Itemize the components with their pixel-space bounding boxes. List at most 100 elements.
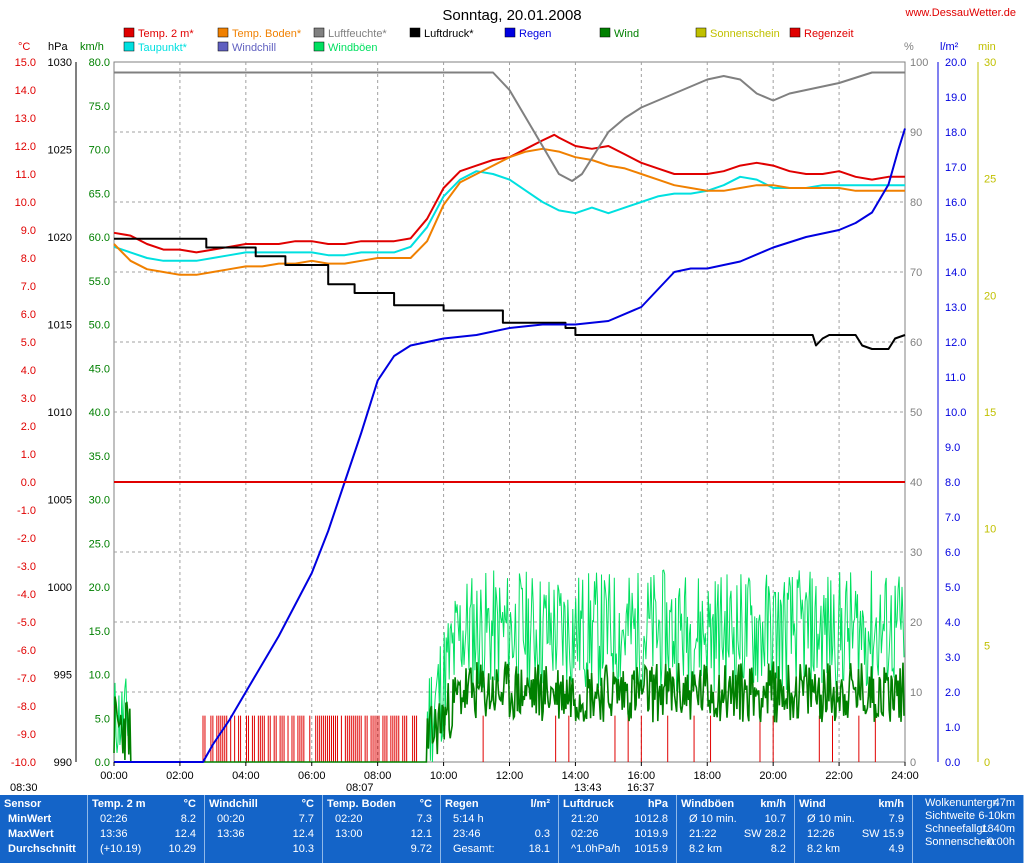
legend: Temp. 2 m* Temp. Boden* Luftfeuchte* Luftdr… [123,27,854,54]
stats-header: Temp. Boden °C [327,797,436,812]
tick-label-sun: 15 [984,407,996,419]
dawn-time: 08:30 [10,782,38,794]
tick-label-temp: -9.0 [17,729,36,741]
tick-label-pressure: 1020 [48,232,72,244]
legend-swatch [695,27,707,38]
unit-sun: min [978,41,996,53]
stats-unit: °C [183,798,196,810]
tick-label-temp: 12.0 [15,141,36,153]
legend-entry: Windchill [232,42,276,54]
chart-title: Sonntag, 20.01.2008 [442,7,581,24]
x-tick-label: 08:00 [364,770,392,782]
x-tick-label: 10:00 [430,770,458,782]
stats-header: Sensor [4,797,83,812]
tick-label-rain: 18.0 [945,127,966,139]
noon-time: 13:43 [574,782,602,794]
tick-label-pressure: 990 [54,757,72,769]
sunset-time: 16:37 [627,782,655,794]
stats-value: 10.7 [764,813,786,825]
stats-row: 02:26 8.2 [92,812,200,827]
stats-value: 1012.8 [634,813,668,825]
tick-label-temp: 5.0 [21,337,36,349]
statistics-table: Sensor MinWert MaxWert Durchschnitt Temp. 2 … [0,795,1024,863]
legend-entry: Windböen [328,42,378,54]
stats-label: 13:36 [217,828,245,840]
stats-row: 9.72 [327,842,436,857]
tick-label-humidity: 90 [910,127,922,139]
stats-label: MinWert [8,813,52,825]
tick-label-temp: -7.0 [17,673,36,685]
legend-swatch [789,27,801,38]
stats-label: 21:22 [689,828,717,840]
x-tick-label: 04:00 [232,770,260,782]
tick-label-rain: 0.0 [945,757,960,769]
tick-label-temp: -2.0 [17,533,36,545]
stats-header: Wind km/h [799,797,908,812]
legend-swatch [504,27,516,38]
tick-label-rain: 15.0 [945,232,966,244]
stats-unit: °C [419,798,432,810]
tick-label-pressure: 995 [54,670,72,682]
tick-label-pressure: 1010 [48,407,72,419]
tick-label-sun: 0 [984,757,990,769]
stats-label: ^1.0hPa/h [571,843,621,855]
tick-label-temp: -8.0 [17,701,36,713]
tick-label-rain: 10.0 [945,407,966,419]
stats-row: Sonnenschein 0:00h [917,836,1019,849]
tick-label-wind: 65.0 [89,188,110,200]
stats-header: Luftdruck hPa [563,797,672,812]
tick-label-sun: 20 [984,290,996,302]
stats-label: Ø 10 min. [807,813,855,825]
tick-label-wind: 70.0 [89,145,110,157]
stats-label: 12:26 [807,828,835,840]
tick-label-temp: 7.0 [21,281,36,293]
tick-label-temp: 10.0 [15,197,36,209]
legend-entry: Sonnenschein [710,28,780,40]
series-line-1 [113,170,905,262]
tick-label-wind: 15.0 [89,626,110,638]
axes: 15.0 14.0 13.0 12.0 11.0 10.0 9.0 8.0 7.0 6.0 5.0 4… [11,57,996,782]
tick-label-sun: 10 [984,524,996,536]
stats-value: 10.29 [168,843,196,855]
tick-label-temp: 3.0 [21,393,36,405]
tick-label-wind: 20.0 [89,582,110,594]
tick-label-humidity: 80 [910,197,922,209]
legend-entry: Taupunkt* [138,42,188,54]
site-link[interactable]: www.DessauWetter.de [905,7,1016,19]
tick-label-rain: 14.0 [945,267,966,279]
x-tick-label: 22:00 [825,770,853,782]
stats-header: Temp. 2 m °C [92,797,200,812]
stats-row: 02:20 7.3 [327,812,436,827]
stats-title: Luftdruck [563,798,614,810]
series-line-3 [114,71,905,182]
stats-value: 10.3 [292,843,314,855]
stats-title: Regen [445,798,479,810]
stats-label: 13:36 [100,828,128,840]
tick-label-humidity: 70 [910,267,922,279]
legend-entry: Regenzeit [804,28,854,40]
stats-label: Durchschnitt [8,843,76,855]
legend-swatch [409,27,421,38]
tick-label-temp: -3.0 [17,561,36,573]
unit-pressure: hPa [48,41,68,53]
tick-label-wind: 40.0 [89,407,110,419]
stats-title: Temp. Boden [327,798,396,810]
stats-label: Sichtweite [925,810,976,822]
stats-label: Ø 10 min. [689,813,737,825]
stats-unit: l/m² [530,798,550,810]
series-line-2 [113,147,905,276]
axis-units: °C hPa km/h % l/m² min [18,41,996,53]
tick-label-temp: 11.0 [15,169,36,181]
tick-label-temp: 6.0 [21,309,36,321]
x-tick-label: 18:00 [693,770,721,782]
stats-unit: km/h [760,798,786,810]
x-tick-label: 12:00 [496,770,524,782]
tick-label-sun: 5 [984,640,990,652]
stats-header: Windchill °C [209,797,318,812]
stats-value: 1019.9 [634,828,668,840]
stats-value: SW 15.9 [861,828,904,840]
stats-label: 5:14 h [453,813,484,825]
tick-label-wind: 50.0 [89,320,110,332]
tick-label-temp: 13.0 [15,113,36,125]
stats-row: Durchschnitt [4,842,83,857]
